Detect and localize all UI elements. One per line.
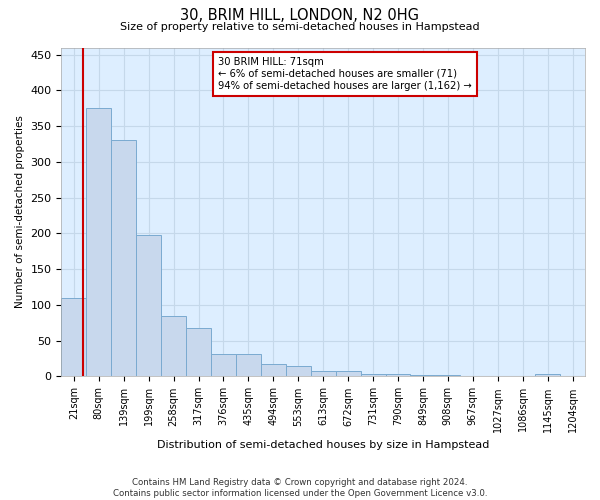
Bar [236, 354, 261, 376]
Text: Size of property relative to semi-detached houses in Hampstead: Size of property relative to semi-detach… [120, 22, 480, 32]
Bar [311, 372, 335, 376]
Text: 30, BRIM HILL, LONDON, N2 0HG: 30, BRIM HILL, LONDON, N2 0HG [181, 8, 419, 22]
Bar [211, 354, 236, 376]
Bar [361, 374, 386, 376]
Bar [111, 140, 136, 376]
Bar [535, 374, 560, 376]
Bar [410, 375, 436, 376]
Bar [161, 316, 186, 376]
Y-axis label: Number of semi-detached properties: Number of semi-detached properties [15, 116, 25, 308]
Bar [261, 364, 286, 376]
Bar [335, 372, 361, 376]
Bar [386, 374, 410, 376]
Bar [436, 375, 460, 376]
Bar [86, 108, 111, 376]
X-axis label: Distribution of semi-detached houses by size in Hampstead: Distribution of semi-detached houses by … [157, 440, 490, 450]
Bar [286, 366, 311, 376]
Bar [186, 328, 211, 376]
Bar [61, 298, 86, 376]
Text: 30 BRIM HILL: 71sqm
← 6% of semi-detached houses are smaller (71)
94% of semi-de: 30 BRIM HILL: 71sqm ← 6% of semi-detache… [218, 58, 472, 90]
Text: Contains HM Land Registry data © Crown copyright and database right 2024.
Contai: Contains HM Land Registry data © Crown c… [113, 478, 487, 498]
Bar [136, 235, 161, 376]
